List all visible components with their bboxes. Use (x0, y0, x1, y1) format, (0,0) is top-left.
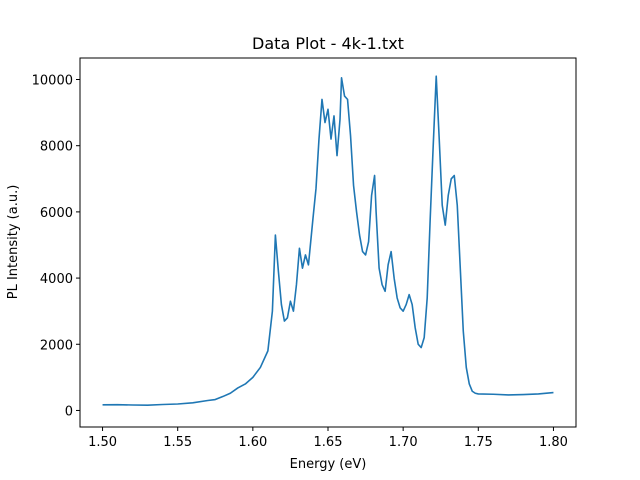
y-tick-label: 10000 (32, 74, 73, 89)
x-tick-label: 1.55 (163, 435, 192, 450)
x-tick-label: 1.70 (389, 435, 418, 450)
x-tick-label: 1.75 (464, 435, 493, 450)
x-tick-label: 1.80 (539, 435, 568, 450)
y-axis: 0 2000 4000 6000 8000 10000 (32, 74, 80, 419)
y-axis-title: PL Intensity (a.u.) (6, 185, 21, 300)
x-axis-title: Energy (eV) (290, 457, 367, 472)
y-tick-label: 8000 (40, 140, 73, 155)
series-layer (102, 75, 554, 406)
y-tick-label: 0 (65, 404, 73, 419)
x-tick-label: 1.60 (238, 435, 267, 450)
y-tick-label: 6000 (40, 206, 73, 221)
x-tick-label: 1.65 (314, 435, 343, 450)
y-tick-label: 4000 (40, 272, 73, 287)
x-tick-label: 1.50 (88, 435, 117, 450)
x-axis: 1.50 1.55 1.60 1.65 1.70 1.75 1.80 (88, 427, 568, 450)
series-line (102, 75, 554, 406)
y-tick-label: 2000 (40, 338, 73, 353)
chart-title: Data Plot - 4k-1.txt (252, 34, 404, 53)
